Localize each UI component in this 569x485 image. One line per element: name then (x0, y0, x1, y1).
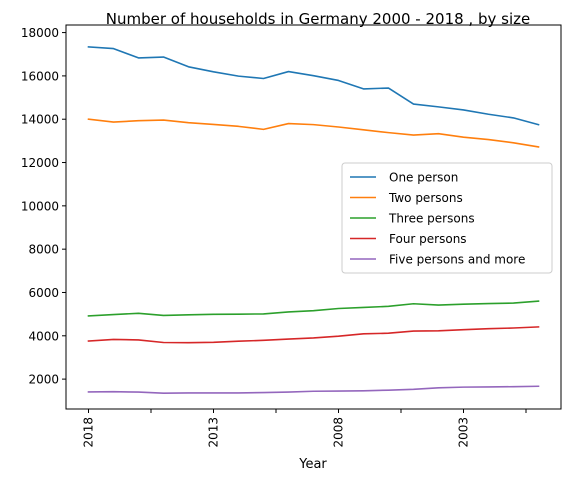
plot-frame (65, 24, 562, 410)
legend: One person Two persons Three persons Four p… (341, 162, 553, 274)
series-line-4 (87, 326, 540, 344)
legend-label: Four persons (389, 232, 467, 246)
y-tick-label: 10000 (21, 199, 59, 213)
y-tick-label: 2000 (28, 373, 59, 387)
x-tick-label: 2008 (332, 417, 346, 448)
y-tick-label: 16000 (21, 69, 59, 83)
y-tick-label: 8000 (28, 243, 59, 257)
chart-title: Number of households in Germany 2000 - 2… (106, 10, 530, 28)
legend-label: Five persons and more (389, 253, 525, 267)
y-tick-label: 18000 (21, 26, 59, 40)
y-axis: 2000 4000 6000 8000 10000 12000 14000 16000 1800… (21, 26, 66, 387)
legend-label: Three persons (388, 212, 475, 226)
series-line-5 (87, 385, 540, 394)
series-line-2 (87, 118, 540, 148)
x-axis: 2018 2013 2008 2003 (82, 409, 527, 448)
series-line-3 (87, 300, 540, 317)
y-tick-label: 14000 (21, 113, 59, 127)
series-line-1 (87, 46, 540, 126)
plot-lines (87, 46, 540, 394)
legend-box (341, 162, 553, 274)
y-tick-label: 12000 (21, 156, 59, 170)
legend-label: Two persons (388, 191, 463, 205)
x-axis-label: Year (298, 457, 327, 472)
legend-label: One person (389, 171, 458, 185)
x-tick-label: 2003 (457, 417, 471, 448)
x-tick-label: 2018 (82, 417, 96, 448)
y-tick-label: 4000 (28, 329, 59, 343)
x-tick-label: 2013 (207, 417, 221, 448)
y-tick-label: 6000 (28, 286, 59, 300)
